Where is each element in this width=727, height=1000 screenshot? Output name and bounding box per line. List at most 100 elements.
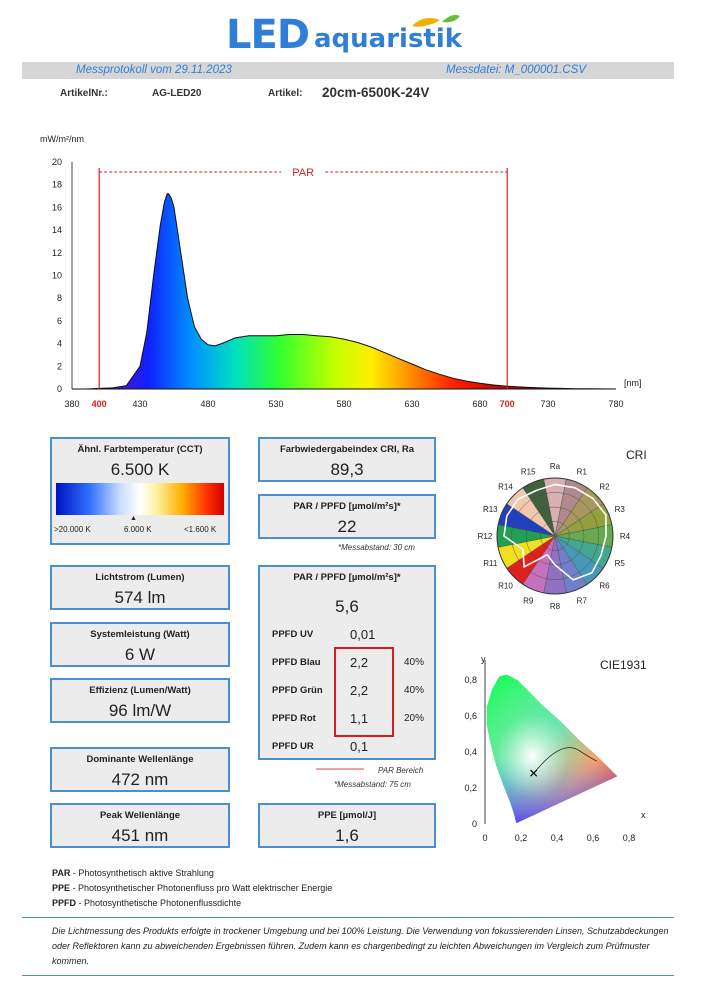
cri-label: R4 xyxy=(620,532,631,541)
cct-marker-icon: ▲ xyxy=(130,515,137,522)
par-label: PAR xyxy=(292,167,314,179)
efficiency-box: Effizienz (Lumen/Watt) 96 lm/W xyxy=(50,678,230,723)
article-nr-value: AG-LED20 xyxy=(152,88,202,99)
y-tick-label: 2 xyxy=(57,361,62,371)
cct-title: Ähnl. Farbtemperatur (CCT) xyxy=(77,444,203,455)
ppfd-label: PPFD UV xyxy=(272,629,314,640)
cie-x-tick: 0 xyxy=(482,833,487,843)
protocol-header-bar: Messprotokoll vom 29.11.2023 Messdatei: … xyxy=(22,62,674,79)
ppfd-percent: 40% xyxy=(404,685,425,696)
x-tick-label: 680 xyxy=(472,399,487,409)
protocol-date: Messprotokoll vom 29.11.2023 xyxy=(76,64,232,76)
ppfd-percent: 20% xyxy=(404,713,425,724)
par30-box: PAR / PPFD [µmol/m²s]* 22 xyxy=(258,494,436,539)
cie-y-label: y xyxy=(481,654,486,664)
cie-x-tick: 0,8 xyxy=(623,833,636,843)
ppfd-value: 0,01 xyxy=(350,627,376,642)
cri-label: R10 xyxy=(498,582,513,591)
y-tick-label: 0 xyxy=(57,384,62,394)
ppfd-value: 0,1 xyxy=(350,739,369,754)
cri-polar-chart: Ra R1 R2 R3 R4 R5 R6 R7 R8 R9 R10 R11 R12 R13 R14 R15 xyxy=(478,462,631,611)
x-tick-label: 700 xyxy=(500,399,515,409)
logo-led-text: LED xyxy=(226,12,310,58)
cri-label: R7 xyxy=(577,597,588,606)
planckian-locus xyxy=(533,747,597,774)
cri-label: R6 xyxy=(599,582,610,591)
dominant-wavelength-box: Dominante Wellenlänge 472 nm xyxy=(50,747,230,792)
measurement-file: Messdatei: M_000001.CSV xyxy=(446,64,586,76)
par30-title: PAR / PPFD [µmol/m²s]* xyxy=(293,501,401,512)
y-axis-unit: mW/m²/nm xyxy=(40,134,84,144)
cri-label: R11 xyxy=(483,559,498,568)
x-tick-label: 530 xyxy=(268,399,283,409)
y-tick-label: 18 xyxy=(52,180,62,190)
dominant-wavelength-title: Dominante Wellenlänge xyxy=(86,754,194,765)
article-value: 20cm-6500K-24V xyxy=(322,85,430,100)
dominant-wavelength-value: 472 nm xyxy=(111,770,169,789)
cri-label: R8 xyxy=(550,602,561,611)
power-box: Systemleistung (Watt) 6 W xyxy=(50,622,230,667)
par75-box: PAR / PPFD [µmol/m²s]* 5,6 PPFD UV 0,01 PP… xyxy=(258,565,436,760)
y-tick-label: 10 xyxy=(52,271,62,281)
footer-divider xyxy=(22,917,674,918)
y-tick-label: 12 xyxy=(52,248,62,258)
par30-note: *Messabstand: 30 cm xyxy=(338,543,415,552)
disclaimer-text: Die Lichtmessung des Produkts erfolgte i… xyxy=(52,926,669,966)
peak-wavelength-value: 451 nm xyxy=(111,826,169,845)
par75-value: 5,6 xyxy=(335,597,359,616)
ppfd-label: PPFD Rot xyxy=(272,713,316,724)
x-tick-label: 730 xyxy=(540,399,555,409)
cie-y-tick: 0,8 xyxy=(464,675,477,685)
ppe-value: 1,6 xyxy=(335,826,359,845)
spectrum-chart: mW/m²/nm 0 2 4 6 8 10 12 14 16 18 20 380 400 430 480 530… xyxy=(40,134,642,409)
cie-y-tick: 0,4 xyxy=(464,747,477,757)
cie-chart-title: CIE1931 xyxy=(600,658,647,672)
ppfd-value: 2,2 xyxy=(350,683,369,698)
legend-ppe: PPE - Photosynthetischer Photonenfluss p… xyxy=(52,883,333,893)
x-tick-label: 400 xyxy=(92,399,107,409)
cri-value: 89,3 xyxy=(330,460,364,479)
par75-title: PAR / PPFD [µmol/m²s]* xyxy=(293,572,401,583)
white-point-marker-icon: ✕ xyxy=(529,767,539,781)
cri-label: R14 xyxy=(498,483,513,492)
cct-color-scale xyxy=(56,483,224,515)
par75-note: *Messabstand: 75 cm xyxy=(334,780,411,789)
cri-box: Farbwiedergabeindex CRI, Ra 89,3 xyxy=(258,437,436,482)
cri-label: R5 xyxy=(615,559,626,568)
efficiency-title: Effizienz (Lumen/Watt) xyxy=(89,685,191,696)
ppfd-percent: 40% xyxy=(404,657,425,668)
lumen-title: Lichtstrom (Lumen) xyxy=(95,572,185,583)
x-tick-label: 580 xyxy=(336,399,351,409)
cie-y-tick: 0 xyxy=(472,819,477,829)
lumen-box: Lichtstrom (Lumen) 574 lm xyxy=(50,565,230,610)
cie-y-tick: 0,2 xyxy=(464,783,477,793)
cct-scale-right: <1.600 K xyxy=(184,525,217,534)
y-tick-label: 16 xyxy=(52,202,62,212)
cie-x-label: x xyxy=(641,810,646,820)
logo-aquaristik-text: aquaristik xyxy=(314,24,463,54)
cri-label: R13 xyxy=(483,505,498,514)
ppfd-value: 1,1 xyxy=(350,711,369,726)
cri-outer-ring xyxy=(496,477,614,595)
fish-icon xyxy=(412,14,460,27)
cri-label: R3 xyxy=(615,505,626,514)
par-area-legend-line xyxy=(316,768,364,770)
x-axis-unit: [nm] xyxy=(624,378,642,388)
article-label: Artikel: xyxy=(268,88,303,99)
x-tick-label: 780 xyxy=(608,399,623,409)
cct-value: 6.500 K xyxy=(110,460,170,479)
ppfd-label: PPFD UR xyxy=(272,741,314,752)
cri-label: R2 xyxy=(599,483,610,492)
footer-divider-bottom xyxy=(22,975,674,976)
cct-scale-left: >20.000 K xyxy=(54,525,91,534)
y-tick-label: 4 xyxy=(57,339,62,349)
ppfd-label: PPFD Grün xyxy=(272,685,323,696)
y-tick-label: 8 xyxy=(57,293,62,303)
cri-grid-ring xyxy=(540,521,570,551)
par30-value: 22 xyxy=(337,517,357,536)
cri-label: R1 xyxy=(577,467,588,476)
spectrum-area xyxy=(72,193,617,390)
par-range-highlight xyxy=(334,647,394,737)
cri-label: Ra xyxy=(550,462,561,471)
power-value: 6 W xyxy=(124,645,156,664)
